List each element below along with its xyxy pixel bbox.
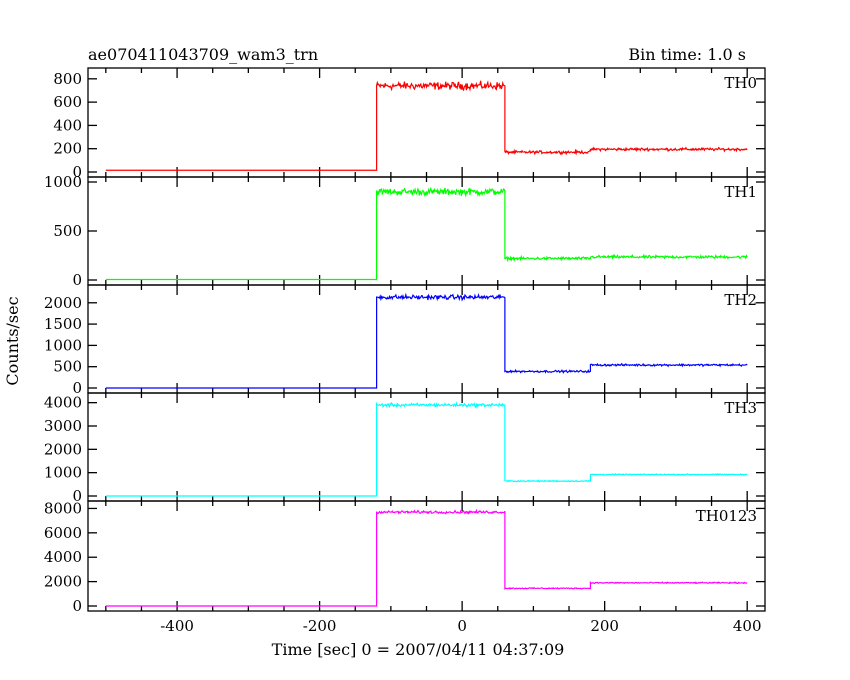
- y-tick-label: 1500: [44, 315, 82, 333]
- chart-title-left: ae070411043709_wam3_trn: [88, 45, 318, 64]
- y-tick-label: 6000: [44, 524, 82, 542]
- series-label: TH0123: [696, 507, 757, 525]
- y-tick-label: 0: [72, 379, 82, 397]
- panels-group: 0 200 400 600 800 TH0 0 500 1000 TH1 0 500 1000 1500 2…: [44, 67, 766, 635]
- x-tick-label: 0: [457, 617, 467, 635]
- y-tick-label: 0: [72, 271, 82, 289]
- x-axis-label: Time [sec] 0 = 2007/04/11 04:37:09: [272, 640, 565, 659]
- series-line-th3: [105, 401, 748, 497]
- series-line-th2: [105, 292, 748, 389]
- series-label: TH2: [724, 291, 757, 309]
- panel-th3: 0 1000 2000 3000 4000 TH3: [44, 392, 766, 505]
- panel-th0: 0 200 400 600 800 TH0: [53, 67, 766, 181]
- y-tick-label: 400: [53, 116, 82, 134]
- x-tick-label: -200: [303, 617, 337, 635]
- y-tick-label: 2000: [44, 573, 82, 591]
- y-tick-label: 2000: [44, 294, 82, 312]
- x-tick-label: 400: [733, 617, 762, 635]
- y-tick-label: 4000: [44, 394, 82, 412]
- panel-frame: [87, 392, 766, 502]
- chart-title-right: Bin time: 1.0 s: [628, 45, 746, 64]
- panel-frame: [87, 284, 766, 394]
- series-line-th1: [105, 186, 748, 281]
- y-tick-label: 4000: [44, 548, 82, 566]
- panel-th0123: 0 2000 4000 6000 8000 TH0123 -400 -200 0 200 400: [44, 499, 766, 635]
- y-tick-label: 0: [72, 163, 82, 181]
- y-tick-label: 600: [53, 93, 82, 111]
- series-line-th0: [105, 80, 748, 171]
- y-tick-label: 0: [72, 487, 82, 505]
- y-tick-label: 500: [53, 222, 82, 240]
- y-tick-label: 3000: [44, 417, 82, 435]
- series-line-th0123: [105, 508, 748, 607]
- series-label: TH0: [724, 74, 757, 92]
- x-tick-label: -400: [160, 617, 194, 635]
- y-tick-label: 2000: [44, 440, 82, 458]
- y-tick-label: 800: [53, 70, 82, 88]
- panel-frame: [87, 500, 766, 612]
- y-tick-label: 200: [53, 140, 82, 158]
- y-tick-label: 1000: [44, 464, 82, 482]
- y-tick-label: 500: [53, 358, 82, 376]
- series-label: TH1: [724, 183, 757, 201]
- panel-frame: [87, 67, 766, 178]
- series-label: TH3: [724, 399, 757, 417]
- y-tick-label: 1000: [44, 336, 82, 354]
- y-tick-label: 0: [72, 597, 82, 615]
- y-tick-label: 8000: [44, 499, 82, 517]
- panel-th2: 0 500 1000 1500 2000 TH2: [44, 284, 766, 397]
- x-tick-label: 200: [590, 617, 619, 635]
- panel-th1: 0 500 1000 TH1: [44, 173, 766, 289]
- y-tick-label: 1000: [44, 173, 82, 191]
- y-axis-label: Counts/sec: [3, 296, 22, 385]
